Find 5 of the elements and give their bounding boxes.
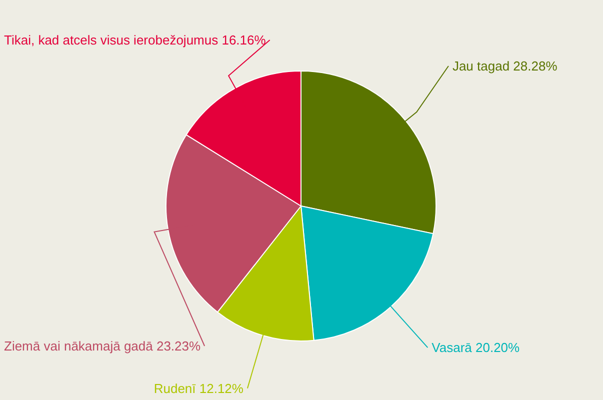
- slice-label: Ziemā vai nākamajā gadā 23.23%: [4, 338, 201, 354]
- slice-label: Jau tagad 28.28%: [452, 58, 558, 74]
- slice-label: Rudenī 12.12%: [154, 380, 244, 396]
- slice-label: Vasarā 20.20%: [432, 340, 520, 356]
- slice-label: Tikai, kad atcels visus ierobežojumus 16.16%: [4, 32, 266, 48]
